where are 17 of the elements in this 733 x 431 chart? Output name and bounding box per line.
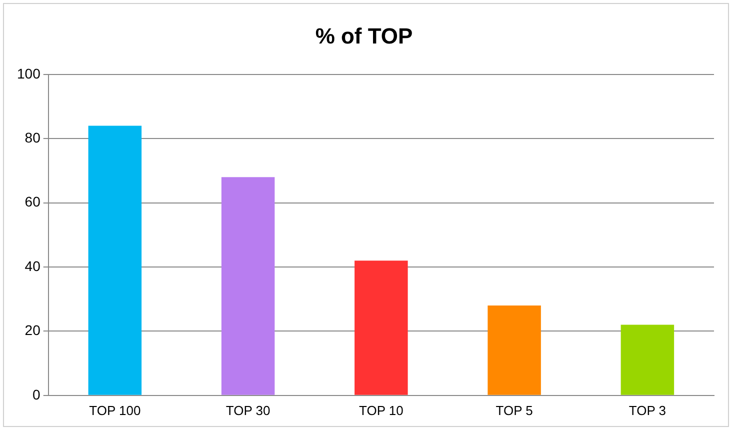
bar: [354, 260, 408, 395]
bar: [88, 126, 142, 395]
chart-title: % of TOP: [315, 23, 413, 48]
bar: [488, 306, 541, 395]
x-tick-label: TOP 10: [359, 402, 404, 418]
y-tick-label: 100: [17, 65, 41, 82]
bar: [221, 177, 275, 395]
x-tick-label: TOP 5: [496, 402, 533, 418]
y-tick-label: 40: [24, 258, 41, 274]
y-tick-label: 0: [32, 386, 41, 402]
x-tick-label: TOP 3: [628, 402, 666, 418]
x-tick-label: TOP 100: [89, 402, 141, 418]
y-tick-label: 60: [24, 194, 41, 210]
y-tick-label: 80: [24, 129, 41, 146]
x-tick-label: TOP 30: [226, 402, 270, 418]
bar: [620, 324, 674, 395]
y-tick-label: 20: [24, 322, 41, 338]
